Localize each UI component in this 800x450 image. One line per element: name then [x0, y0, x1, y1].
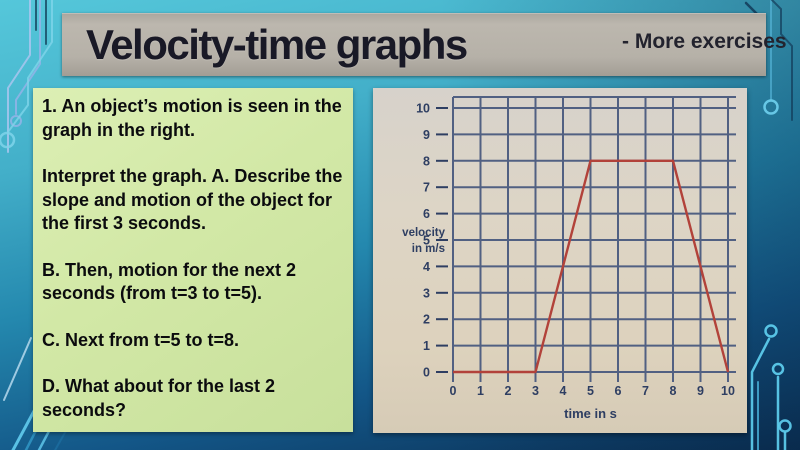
- question-box: 1. An object’s motion is seen in the gra…: [33, 88, 353, 432]
- question-paragraph: Interpret the graph. A. Describe the slo…: [42, 166, 343, 233]
- graph-panel: 0 1 2 3 4 5 6 7 8 9 10 0 1 2 3 4 5 6 7 8 9 10 velocity in m/s ti…: [373, 88, 747, 433]
- svg-text:9: 9: [697, 384, 704, 398]
- svg-text:7: 7: [642, 384, 649, 398]
- y-axis-title: velocity in m/s: [402, 227, 445, 255]
- svg-text:4: 4: [560, 384, 567, 398]
- svg-text:0: 0: [450, 384, 457, 398]
- question-paragraph: 1. An object’s motion is seen in the gra…: [42, 96, 342, 140]
- svg-text:in m/s: in m/s: [412, 243, 445, 255]
- slide-subtitle: - More exercises: [622, 30, 787, 53]
- svg-text:1: 1: [477, 384, 484, 398]
- svg-text:8: 8: [423, 154, 430, 168]
- svg-text:5: 5: [423, 234, 430, 248]
- svg-text:5: 5: [587, 384, 594, 398]
- chart-grid: [452, 96, 736, 382]
- x-axis-title: time in s: [564, 406, 617, 421]
- svg-text:10: 10: [416, 102, 430, 116]
- svg-text:4: 4: [423, 260, 430, 274]
- svg-text:8: 8: [670, 384, 677, 398]
- svg-text:10: 10: [721, 384, 735, 398]
- svg-text:7: 7: [423, 181, 430, 195]
- axis-labels: 0 1 2 3 4 5 6 7 8 9 10 0 1 2 3 4 5 6 7 8 9 10: [416, 102, 735, 399]
- svg-text:6: 6: [615, 384, 622, 398]
- svg-text:2: 2: [505, 384, 512, 398]
- title-banner: Velocity-time graphs - More exercises: [62, 13, 787, 76]
- svg-text:2: 2: [423, 313, 430, 327]
- svg-text:1: 1: [423, 339, 430, 353]
- svg-text:6: 6: [423, 207, 430, 221]
- question-paragraph: C. Next from t=5 to t=8.: [42, 329, 240, 350]
- velocity-time-chart: 0 1 2 3 4 5 6 7 8 9 10 0 1 2 3 4 5 6 7 8 9 10 velocity in m/s ti…: [402, 96, 736, 421]
- question-paragraph: D. What about for the last 2 seconds?: [42, 376, 276, 420]
- svg-text:velocity: velocity: [402, 227, 445, 239]
- slide-title: Velocity-time graphs: [86, 21, 468, 68]
- svg-text:9: 9: [423, 128, 430, 142]
- svg-text:3: 3: [532, 384, 539, 398]
- svg-text:0: 0: [423, 366, 430, 380]
- question-paragraph: B. Then, motion for the next 2 seconds (…: [42, 259, 297, 304]
- svg-text:3: 3: [423, 286, 430, 300]
- y-tick-marks: [436, 107, 448, 373]
- data-line-velocity: [453, 159, 730, 374]
